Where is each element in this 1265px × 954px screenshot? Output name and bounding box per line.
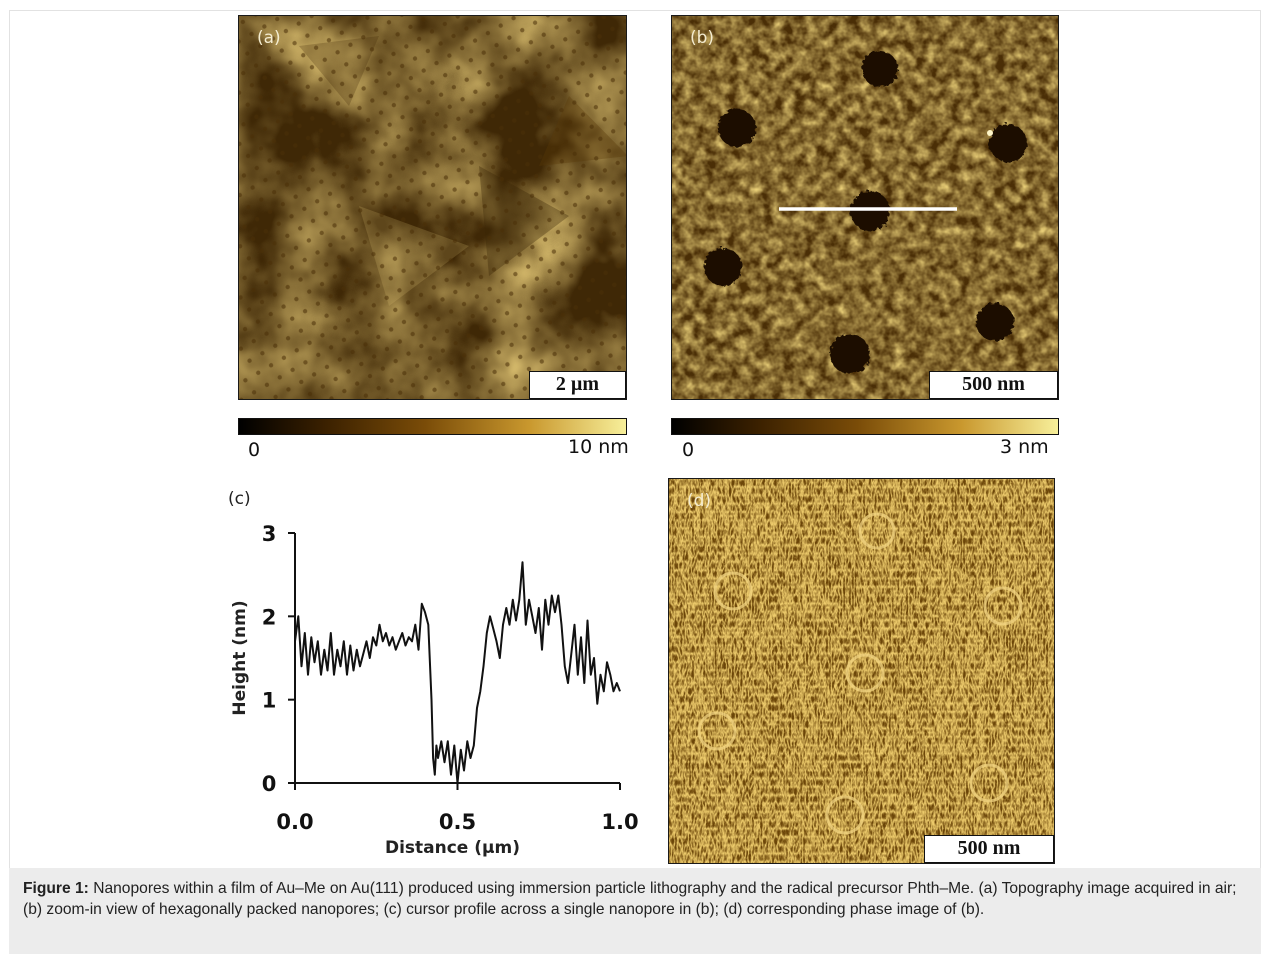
caption-text: Nanopores within a film of Au–Me on Au(1… (23, 880, 1237, 918)
colorbar-a-min: 0 (248, 439, 261, 461)
figure-frame (9, 10, 1261, 868)
afm-zoom-image-b: (b) 500 nm (671, 15, 1059, 400)
y-tick-label: 2 (262, 605, 277, 629)
figure-caption: Figure 1: Nanopores within a film of Au–… (9, 868, 1261, 954)
colorbar-b-max: 3 nm (1000, 436, 1049, 458)
afm-texture-d (669, 479, 1054, 863)
scalebar-a: 2 µm (529, 371, 626, 399)
panel-label-a: (a) (257, 28, 281, 48)
series-line-height-profile (294, 561, 621, 784)
height-profile-chart: 0 1 2 3 0.0 0.5 1.0 Distance (µm) Height (nm) (230, 522, 639, 858)
afm-texture-b (672, 16, 1058, 399)
y-tick-label: 1 (262, 689, 277, 713)
colorbar-a (238, 418, 627, 435)
panel-label-c: (c) (228, 489, 251, 509)
colorbar-b-min: 0 (682, 439, 695, 461)
y-axis-label: Height (nm) (230, 600, 250, 715)
colorbar-a-max: 10 nm (568, 436, 629, 458)
afm-phase-image-d: (d) 500 nm (668, 478, 1055, 864)
panel-label-d: (d) (687, 491, 712, 511)
afm-topography-image-a: (a) 2 µm (238, 15, 627, 400)
x-axis-label: Distance (µm) (385, 838, 520, 858)
y-tick-label: 0 (262, 772, 277, 796)
x-tick-label: 0.0 (276, 810, 313, 834)
scalebar-b: 500 nm (929, 371, 1058, 399)
caption-lead: Figure 1: (23, 880, 89, 897)
scalebar-d: 500 nm (924, 835, 1054, 863)
colorbar-b (671, 418, 1059, 435)
x-tick-label: 0.5 (439, 810, 476, 834)
y-tick-label: 3 (262, 522, 277, 546)
x-tick-label: 1.0 (601, 810, 638, 834)
panel-label-b: (b) (690, 28, 715, 48)
afm-texture-a (239, 16, 626, 399)
